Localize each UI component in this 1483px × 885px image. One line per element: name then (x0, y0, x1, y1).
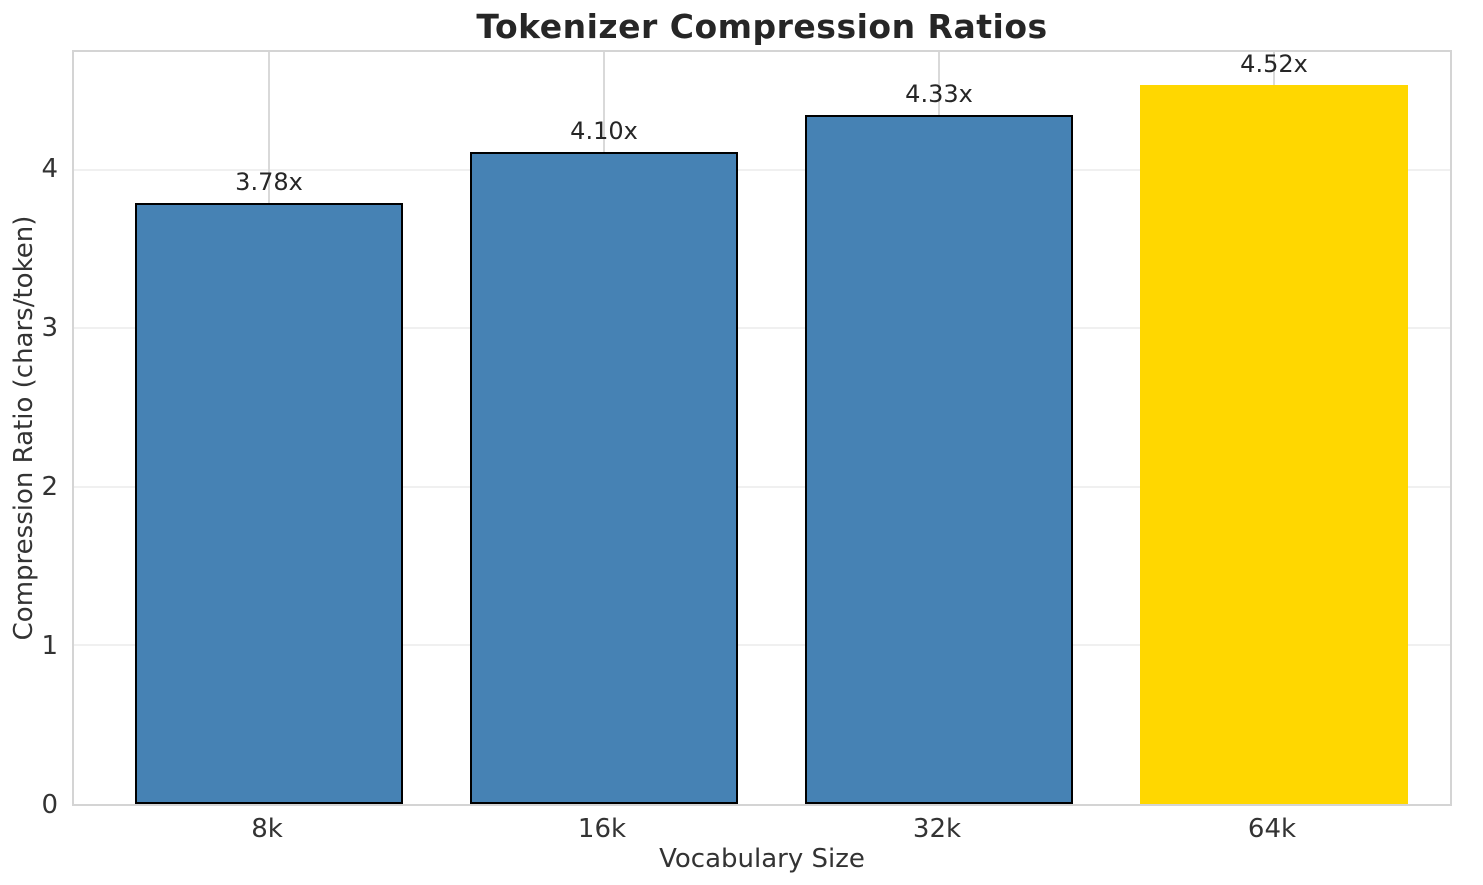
x-tick-label-64k: 64k (1247, 814, 1297, 844)
y-tick-label-2: 2 (41, 471, 58, 502)
y-tick-label-3: 3 (41, 312, 58, 343)
x-axis-label: Vocabulary Size (659, 844, 865, 874)
y-tick-label-0: 0 (41, 790, 58, 820)
y-axis-label: Compression Ratio (chars/token) (9, 215, 39, 641)
plot-area: 3.78x 4.10x 4.33x 4.52x (72, 50, 1452, 806)
bar-value-label-64k: 4.52x (1240, 50, 1308, 79)
bar-16k (470, 152, 738, 804)
bar-value-label-32k: 4.33x (905, 80, 973, 109)
gridline-h-1 (74, 643, 1450, 646)
gridline-h-3 (74, 327, 1450, 330)
bar-64k (1140, 85, 1408, 804)
y-tick-label-1: 1 (41, 630, 58, 661)
bar-value-label-16k: 4.10x (570, 117, 638, 146)
y-tick-label-4: 4 (41, 153, 58, 184)
chart-title: Tokenizer Compression Ratios (476, 7, 1048, 46)
x-tick-label-16k: 16k (577, 814, 627, 844)
bar-32k (805, 115, 1073, 804)
bar-8k (135, 202, 403, 804)
bar-value-label-8k: 3.78x (235, 167, 303, 196)
x-tick-label-8k: 8k (251, 814, 283, 844)
gridline-h-4 (74, 169, 1450, 172)
gridline-h-2 (74, 485, 1450, 488)
x-tick-label-32k: 32k (912, 814, 962, 844)
